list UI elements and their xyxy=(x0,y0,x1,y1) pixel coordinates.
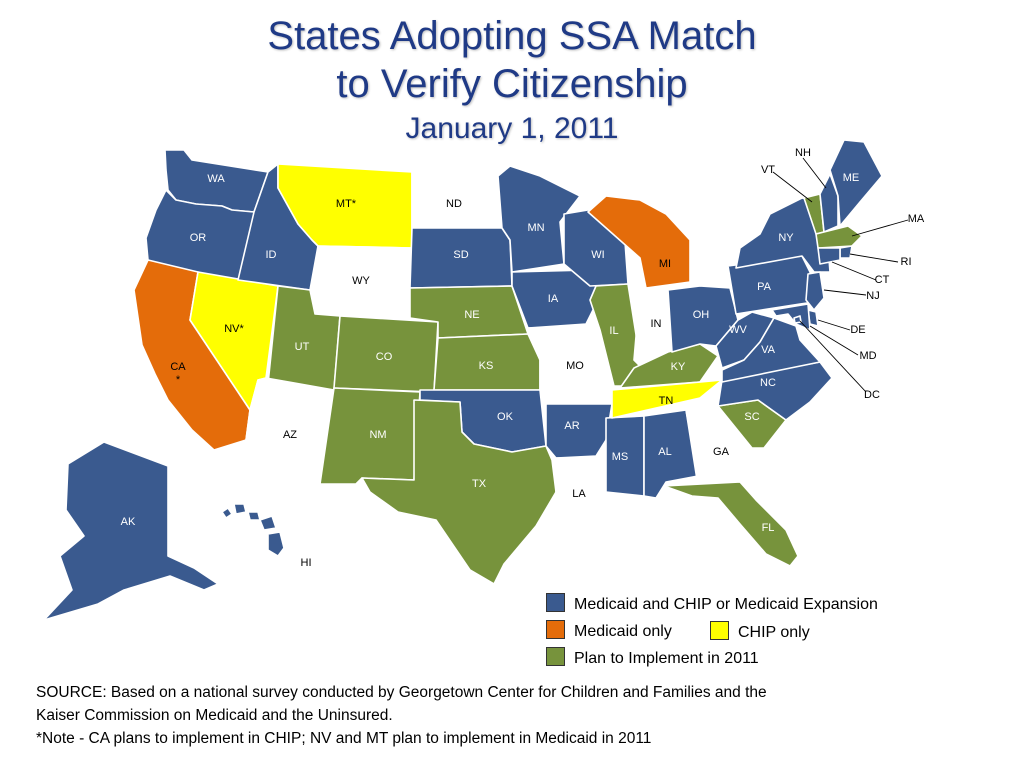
label-WI: WI xyxy=(591,249,604,261)
legend-label-medicaid-only: Medicaid only xyxy=(574,623,672,640)
label-SD: SD xyxy=(453,249,468,261)
state-MA xyxy=(815,225,863,249)
state-DC xyxy=(793,315,802,324)
label-MS: MS xyxy=(612,451,629,463)
label-NC: NC xyxy=(760,377,776,389)
label-WV: WV xyxy=(729,324,747,336)
map-title-line-2: to Verify Citizenship xyxy=(336,62,688,106)
label-IN: IN xyxy=(651,318,662,330)
state-MN xyxy=(497,165,581,273)
state-MI xyxy=(587,195,691,289)
label-OK: OK xyxy=(497,411,514,423)
label-GA: GA xyxy=(713,446,730,458)
label-WA: WA xyxy=(207,173,225,185)
label-NM: NM xyxy=(369,429,386,441)
state-CT xyxy=(817,247,841,265)
legend-swatch-chip-only xyxy=(710,621,729,640)
label-PA: PA xyxy=(757,281,772,293)
label-TN: TN xyxy=(659,395,674,407)
label-RI: RI xyxy=(901,256,912,268)
label-KS: KS xyxy=(479,360,494,372)
callout-lines xyxy=(772,157,909,393)
legend-label-chip-only: CHIP only xyxy=(738,624,810,641)
label-VT: VT xyxy=(761,164,775,176)
legend-item-plan: Plan to Implement in 2011 xyxy=(546,647,759,668)
label-SC: SC xyxy=(744,411,759,423)
label-MT: MT* xyxy=(336,198,357,210)
source-line-1: SOURCE: Based on a national survey condu… xyxy=(36,684,767,701)
legend-label-plan: Plan to Implement in 2011 xyxy=(574,650,759,667)
legend-label-medicaid-chip: Medicaid and CHIP or Medicaid Expansion xyxy=(574,596,878,613)
label-MA: MA xyxy=(908,213,925,225)
map-title-line-1: States Adopting SSA Match xyxy=(267,14,757,58)
label-ID: ID xyxy=(266,249,277,261)
label-ME: ME xyxy=(843,172,860,184)
state-HI xyxy=(221,503,285,557)
label-WY: WY xyxy=(352,275,370,287)
label-IL: IL xyxy=(609,325,618,337)
legend-swatch-medicaid-only xyxy=(546,620,565,639)
state-FL xyxy=(663,481,799,567)
label-FL: FL xyxy=(762,522,775,534)
label-OH: OH xyxy=(693,309,710,321)
label-CA: CA xyxy=(170,361,186,373)
label-MD: MD xyxy=(859,350,876,362)
label-NH: NH xyxy=(795,147,811,159)
label-NY: NY xyxy=(778,232,794,244)
label-MI: MI xyxy=(659,258,671,270)
label-CO: CO xyxy=(376,351,393,363)
state-TN xyxy=(611,379,723,419)
label-AK: AK xyxy=(121,516,136,528)
legend-item-medicaid-chip: Medicaid and CHIP or Medicaid Expansion xyxy=(546,593,878,614)
state-TX xyxy=(361,399,557,585)
label-AR: AR xyxy=(564,420,579,432)
label-LA: LA xyxy=(572,488,586,500)
label-MN: MN xyxy=(527,222,544,234)
legend-item-medicaid-only: Medicaid only xyxy=(546,620,672,641)
legend-swatch-medicaid-chip xyxy=(546,593,565,612)
legend-item-chip-only: CHIP only xyxy=(710,621,810,642)
label-ND: ND xyxy=(446,198,462,210)
label-DC: DC xyxy=(864,389,880,401)
label-IA: IA xyxy=(548,293,559,305)
state-RI xyxy=(839,245,853,259)
label-CT: CT xyxy=(875,274,890,286)
label-KY: KY xyxy=(671,361,686,373)
label-NV: NV* xyxy=(224,323,244,335)
state-MD xyxy=(771,303,811,331)
label-NE: NE xyxy=(464,309,479,321)
map-date: January 1, 2011 xyxy=(405,112,619,145)
legend-swatch-plan xyxy=(546,647,565,666)
footnote: *Note - CA plans to implement in CHIP; N… xyxy=(36,730,652,747)
label-UT: UT xyxy=(295,341,310,353)
label-NJ: NJ xyxy=(866,290,879,302)
state-NJ xyxy=(805,271,825,311)
source-note: SOURCE: Based on a national survey condu… xyxy=(36,681,996,750)
state-ME xyxy=(829,139,883,227)
label-AZ: AZ xyxy=(283,429,297,441)
label-TX: TX xyxy=(472,478,487,490)
label-VA: VA xyxy=(761,344,776,356)
label-OR: OR xyxy=(190,232,207,244)
source-line-2: Kaiser Commission on Medicaid and the Un… xyxy=(36,707,393,724)
label-AL: AL xyxy=(658,446,671,458)
label-HI: HI xyxy=(301,557,312,569)
label-CA-note: * xyxy=(176,374,181,386)
state-VA xyxy=(721,317,821,383)
label-MO: MO xyxy=(566,360,584,372)
state-NH xyxy=(819,173,839,233)
label-DE: DE xyxy=(850,324,865,336)
state-AK xyxy=(43,441,219,621)
state-GA xyxy=(685,405,753,487)
